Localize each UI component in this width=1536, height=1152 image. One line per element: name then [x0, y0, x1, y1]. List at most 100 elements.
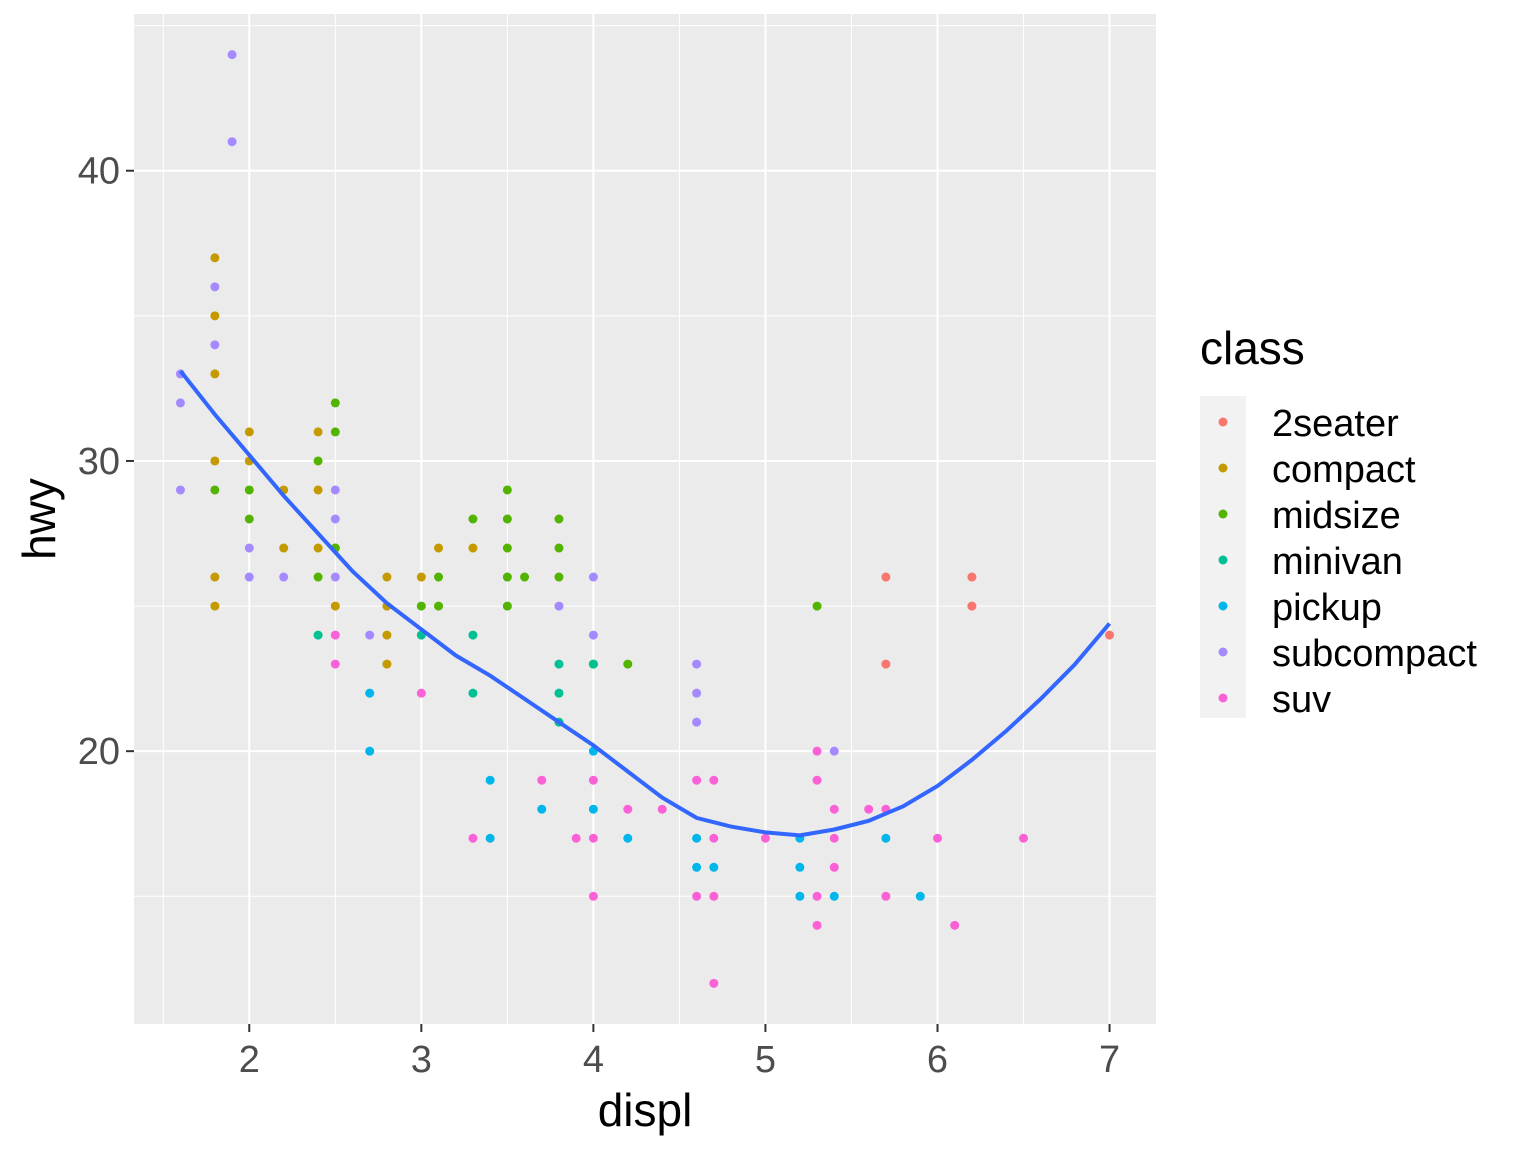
data-point-subcompact: [588, 572, 598, 582]
data-point-pickup: [709, 862, 719, 872]
data-point-compact: [313, 485, 323, 495]
data-point-compact: [210, 601, 220, 611]
legend-label-2seater: 2seater: [1272, 403, 1399, 445]
data-point-subcompact: [330, 572, 340, 582]
data-point-midsize: [623, 659, 633, 669]
data-point-subcompact: [692, 688, 702, 698]
data-point-minivan: [313, 630, 323, 640]
data-point-midsize: [434, 572, 444, 582]
data-point-midsize: [520, 572, 530, 582]
data-point-pickup: [623, 833, 633, 843]
data-point-pickup: [881, 833, 891, 843]
data-point-subcompact: [175, 485, 185, 495]
data-point-2seater: [1105, 630, 1115, 640]
minor-gridlines: [134, 14, 1156, 1024]
data-point-suv: [571, 833, 581, 843]
legend-title: class: [1200, 322, 1305, 374]
data-point-midsize: [313, 456, 323, 466]
data-point-compact: [416, 572, 426, 582]
data-point-compact: [382, 630, 392, 640]
legend-label-compact: compact: [1272, 449, 1416, 491]
x-tick-label: 5: [755, 1039, 776, 1081]
data-point-midsize: [554, 543, 564, 553]
legend-key-pickup: [1218, 601, 1228, 611]
data-point-subcompact: [330, 485, 340, 495]
data-point-midsize: [554, 572, 564, 582]
data-point-subcompact: [244, 572, 254, 582]
data-point-suv: [760, 833, 770, 843]
data-point-minivan: [468, 688, 478, 698]
x-axis-title: displ: [598, 1084, 693, 1136]
data-point-pickup: [692, 833, 702, 843]
data-point-pickup: [365, 746, 375, 756]
data-point-subcompact: [829, 746, 839, 756]
data-point-midsize: [416, 601, 426, 611]
major-gridlines: [134, 14, 1156, 1024]
x-tick-label: 2: [239, 1039, 260, 1081]
data-point-suv: [330, 630, 340, 640]
data-point-subcompact: [365, 630, 375, 640]
data-point-compact: [279, 543, 289, 553]
data-point-midsize: [554, 514, 564, 524]
data-point-suv: [881, 891, 891, 901]
data-point-suv: [829, 833, 839, 843]
data-point-subcompact: [175, 398, 185, 408]
data-point-midsize: [502, 601, 512, 611]
data-point-compact: [330, 601, 340, 611]
x-tick-label: 7: [1099, 1039, 1120, 1081]
data-point-midsize: [502, 485, 512, 495]
y-tick-label: 20: [78, 731, 120, 773]
data-point-compact: [382, 659, 392, 669]
data-point-suv: [1019, 833, 1029, 843]
data-point-midsize: [330, 427, 340, 437]
data-point-compact: [382, 572, 392, 582]
data-point-midsize: [502, 543, 512, 553]
data-point-minivan: [468, 630, 478, 640]
data-point-midsize: [330, 398, 340, 408]
legend-key-compact: [1218, 463, 1228, 473]
data-point-pickup: [915, 891, 925, 901]
data-point-midsize: [244, 514, 254, 524]
data-point-compact: [210, 311, 220, 321]
legend-key-minivan: [1218, 555, 1228, 565]
x-axis-ticks: 2 3 4 5 6 7: [239, 1024, 1120, 1081]
data-point-suv: [588, 775, 598, 785]
data-point-compact: [468, 543, 478, 553]
data-point-subcompact: [227, 137, 237, 147]
data-point-suv: [588, 891, 598, 901]
data-point-midsize: [502, 572, 512, 582]
data-point-suv: [537, 775, 547, 785]
data-point-2seater: [967, 572, 977, 582]
data-point-2seater: [881, 572, 891, 582]
data-point-subcompact: [227, 50, 237, 60]
data-point-suv: [623, 804, 633, 814]
x-tick-label: 3: [411, 1039, 432, 1081]
data-point-midsize: [244, 485, 254, 495]
data-point-suv: [829, 804, 839, 814]
legend-label-pickup: pickup: [1272, 587, 1382, 629]
data-point-suv: [812, 891, 822, 901]
y-tick-label: 40: [78, 151, 120, 193]
data-point-compact: [434, 543, 444, 553]
data-point-midsize: [313, 572, 323, 582]
data-point-minivan: [554, 688, 564, 698]
data-point-suv: [692, 775, 702, 785]
legend-key-subcompact: [1218, 647, 1228, 657]
legend-label-suv: suv: [1272, 679, 1331, 721]
data-point-midsize: [210, 485, 220, 495]
legend: class 2seatercompactmidsizeminivanpickup…: [1200, 322, 1477, 721]
legend-label-minivan: minivan: [1272, 541, 1403, 583]
y-axis-title: hwy: [13, 478, 65, 560]
data-point-suv: [812, 920, 822, 930]
data-point-pickup: [795, 862, 805, 872]
data-point-pickup: [829, 891, 839, 901]
panel-background: [134, 14, 1156, 1024]
data-point-compact: [210, 369, 220, 379]
data-point-pickup: [795, 891, 805, 901]
data-point-pickup: [537, 804, 547, 814]
data-point-subcompact: [210, 340, 220, 350]
data-point-subcompact: [330, 514, 340, 524]
data-point-suv: [657, 804, 667, 814]
data-point-compact: [210, 572, 220, 582]
data-point-minivan: [554, 659, 564, 669]
